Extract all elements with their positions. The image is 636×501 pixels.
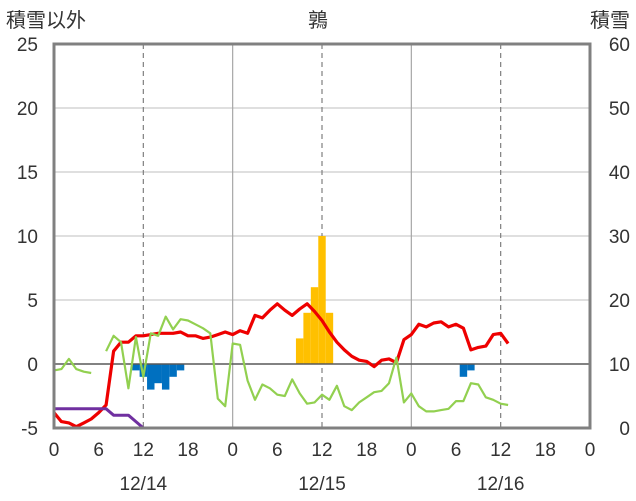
x-tick-label: 12	[490, 440, 511, 461]
y-tick-label-left: 15	[17, 163, 38, 184]
y-tick-label-right: 50	[609, 99, 630, 120]
x-tick-label: 12	[133, 440, 154, 461]
plot-frame	[52, 42, 592, 430]
right-axis-title: 積雪	[590, 8, 630, 32]
x-tick-label: 18	[535, 440, 556, 461]
decrease-bar	[154, 364, 162, 384]
x-tick-label: 0	[49, 440, 60, 461]
decrease-bar	[132, 364, 140, 371]
date-label: 12/15	[298, 474, 346, 495]
red-series-line	[52, 302, 510, 429]
x-tick-label: 0	[585, 440, 596, 461]
y-tick-label-right: 60	[609, 35, 630, 56]
decrease-bar	[161, 364, 170, 390]
y-tick-label-right: 40	[609, 163, 630, 184]
green-series-line	[53, 357, 92, 375]
y-tick-label-right: 10	[609, 355, 630, 376]
y-tick-label-right: 0	[619, 419, 630, 440]
y-tick-label-left: 25	[17, 35, 38, 56]
snowfall-bar	[295, 338, 304, 364]
y-tick-label-left: 10	[17, 227, 38, 248]
x-tick-label: 12	[311, 440, 332, 461]
decrease-bar	[169, 364, 177, 377]
x-tick-label: 0	[227, 440, 238, 461]
x-tick-label: 18	[177, 440, 198, 461]
snowfall-bar	[310, 287, 319, 364]
y-tick-label-right: 30	[609, 227, 630, 248]
date-label: 12/14	[120, 474, 168, 495]
x-tick-label: 6	[451, 440, 462, 461]
y-tick-label-left: -5	[21, 419, 38, 440]
purple-series-line	[54, 407, 509, 430]
decrease-bar	[176, 364, 185, 371]
x-tick-label: 6	[272, 440, 283, 461]
decrease-bar	[147, 364, 155, 390]
chart-title: 鶉	[308, 8, 328, 32]
x-tick-label: 0	[406, 440, 417, 461]
left-axis-title: 積雪以外	[6, 8, 86, 32]
decrease-bar	[467, 364, 475, 371]
snowfall-bar	[303, 312, 311, 364]
x-tick-label: 6	[93, 440, 104, 461]
decrease-bar	[459, 364, 468, 377]
snowfall-bar	[318, 236, 326, 364]
y-tick-label-left: 5	[27, 291, 38, 312]
y-tick-label-right: 20	[609, 291, 630, 312]
date-label: 12/16	[477, 474, 525, 495]
x-tick-label: 18	[356, 440, 377, 461]
y-tick-label-left: 0	[27, 355, 38, 376]
y-tick-label-left: 20	[17, 99, 38, 120]
green-series-line	[105, 315, 509, 413]
snowfall-bar	[325, 312, 334, 364]
